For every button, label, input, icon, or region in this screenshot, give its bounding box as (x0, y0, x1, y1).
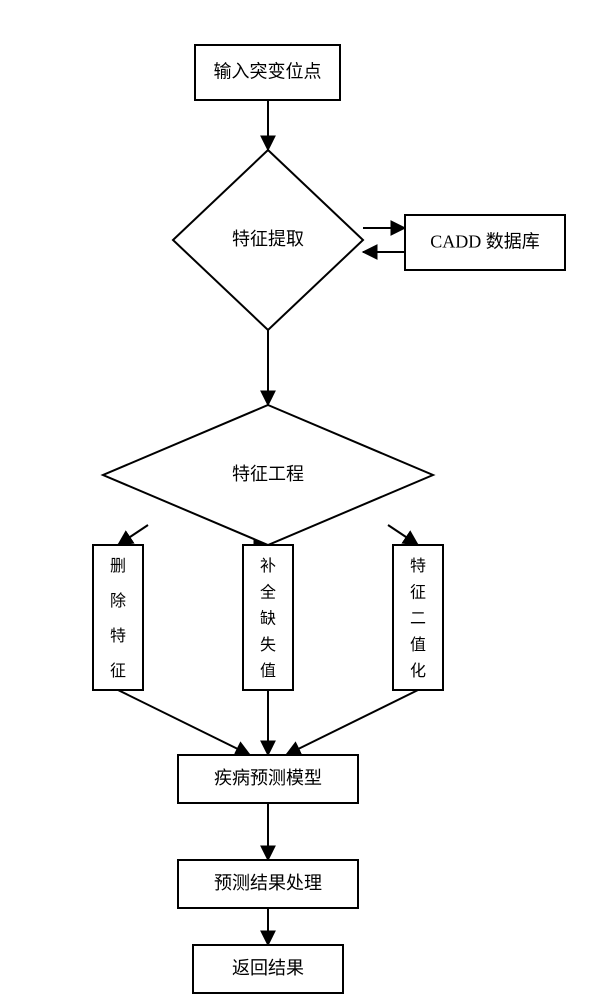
node-extract: 特征提取 (173, 150, 363, 330)
node-extract-label: 特征提取 (232, 229, 304, 249)
node-input: 输入突变位点 (195, 45, 340, 100)
node-result-label: 返回结果 (232, 958, 304, 978)
edge-engineer-binarize (388, 525, 418, 545)
node-input-label: 输入突变位点 (214, 62, 322, 82)
node-postproc: 预测结果处理 (178, 860, 358, 908)
node-postproc-label: 预测结果处理 (214, 873, 322, 893)
edge-binarize-model (286, 690, 418, 755)
nodes-group: 输入突变位点特征提取 CADD 数据库特征工程删除特征 补全缺失值 特征二值化疾病预测… (93, 45, 565, 993)
node-cadd: CADD 数据库 (405, 215, 565, 270)
edge-engineer-del_feat (118, 525, 148, 545)
edge-del_feat-model (118, 690, 250, 755)
node-model: 疾病预测模型 (178, 755, 358, 803)
node-engineer: 特征工程 (103, 405, 433, 545)
node-fill_na: 补全缺失值 (243, 545, 293, 690)
node-model-label: 疾病预测模型 (214, 768, 322, 788)
node-del_feat: 删除特征 (93, 545, 143, 690)
flowchart-canvas: 输入突变位点特征提取 CADD 数据库特征工程删除特征 补全缺失值 特征二值化疾病预测… (0, 0, 599, 1000)
node-result: 返回结果 (193, 945, 343, 993)
node-engineer-label: 特征工程 (232, 464, 304, 484)
node-binarize: 特征二值化 (393, 545, 443, 690)
node-cadd-label: CADD 数据库 (430, 232, 540, 252)
